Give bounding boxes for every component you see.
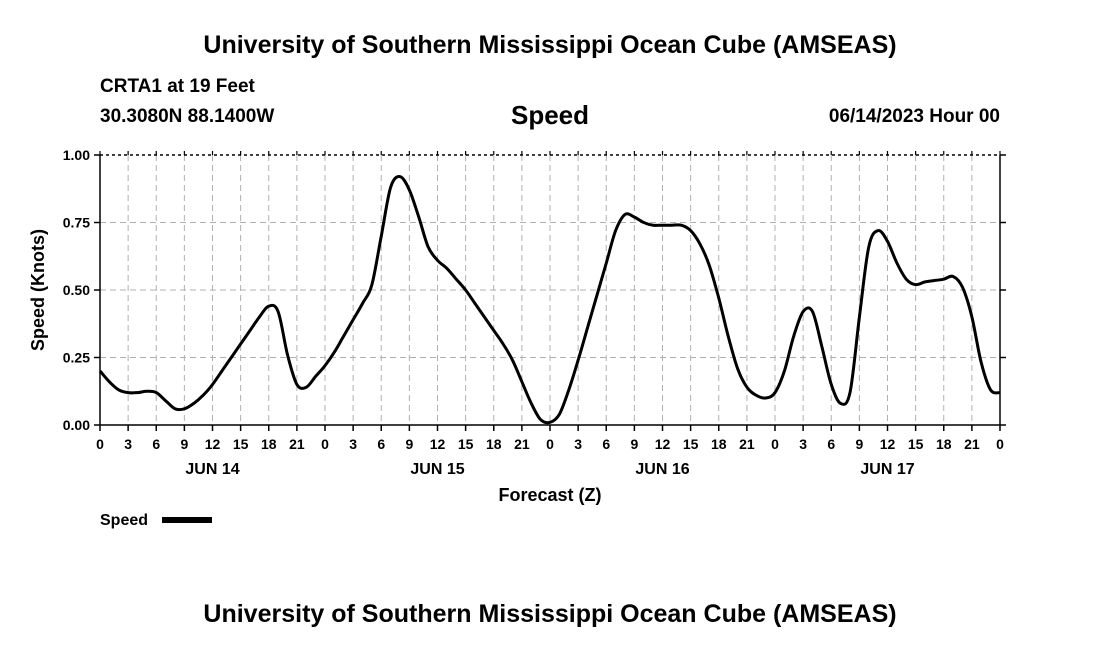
x-tick-label: 12 [655,436,671,452]
x-tick-label: 15 [908,436,924,452]
x-tick-label: 0 [546,436,554,452]
x-tick-label: 0 [321,436,329,452]
x-day-label: JUN 14 [185,461,239,478]
x-tick-label: 12 [880,436,896,452]
x-tick-label: 18 [486,436,502,452]
x-tick-label: 21 [289,436,305,452]
x-tick-label: 21 [964,436,980,452]
x-tick-label: 6 [827,436,835,452]
x-tick-label: 9 [180,436,188,452]
x-tick-label: 0 [996,436,1004,452]
y-tick-label: 0.75 [63,215,90,231]
x-tick-label: 9 [855,436,863,452]
x-tick-label: 6 [602,436,610,452]
y-tick-label: 1.00 [63,147,90,163]
x-tick-label: 15 [458,436,474,452]
coordinates-label: 30.3080N 88.1400W [100,106,275,127]
x-tick-label: 3 [799,436,807,452]
y-tick-label: 0.25 [63,350,90,366]
legend-swatch [162,517,212,523]
x-tick-label: 15 [683,436,699,452]
x-tick-label: 9 [630,436,638,452]
x-tick-label: 15 [233,436,249,452]
x-day-label: JUN 17 [860,461,914,478]
x-tick-label: 3 [124,436,132,452]
x-tick-label: 3 [574,436,582,452]
x-tick-label: 0 [771,436,779,452]
y-tick-label: 0.00 [63,417,90,433]
x-tick-label: 18 [711,436,727,452]
x-day-label: JUN 16 [635,461,689,478]
x-day-label: JUN 15 [410,461,464,478]
y-tick-label: 0.50 [63,282,90,298]
x-tick-label: 12 [205,436,221,452]
legend-label: Speed [100,512,148,529]
series-line-speed [98,175,1001,425]
x-tick-label: 18 [261,436,277,452]
x-tick-label: 21 [514,436,530,452]
x-tick-label: 0 [96,436,104,452]
x-tick-label: 3 [349,436,357,452]
x-axis-title: Forecast (Z) [498,485,601,505]
x-tick-label: 21 [739,436,755,452]
x-tick-label: 6 [377,436,385,452]
y-axis-title: Speed (Knots) [28,229,48,351]
x-tick-label: 9 [405,436,413,452]
page-title-top: University of Southern Mississippi Ocean… [203,31,897,59]
x-tick-label: 12 [430,436,446,452]
chart-title: Speed [510,100,590,130]
datetime-label: 06/14/2023 Hour 00 [828,106,1000,127]
page-title-bottom: University of Southern Mississippi Ocean… [203,600,897,628]
x-tick-label: 6 [152,436,160,452]
station-label: CRTA1 at 19 Feet [100,76,255,97]
x-tick-label: 18 [936,436,952,452]
